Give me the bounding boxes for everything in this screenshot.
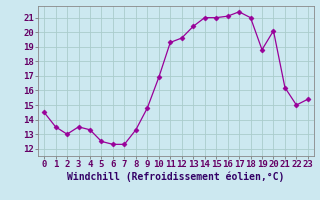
X-axis label: Windchill (Refroidissement éolien,°C): Windchill (Refroidissement éolien,°C) bbox=[67, 172, 285, 182]
